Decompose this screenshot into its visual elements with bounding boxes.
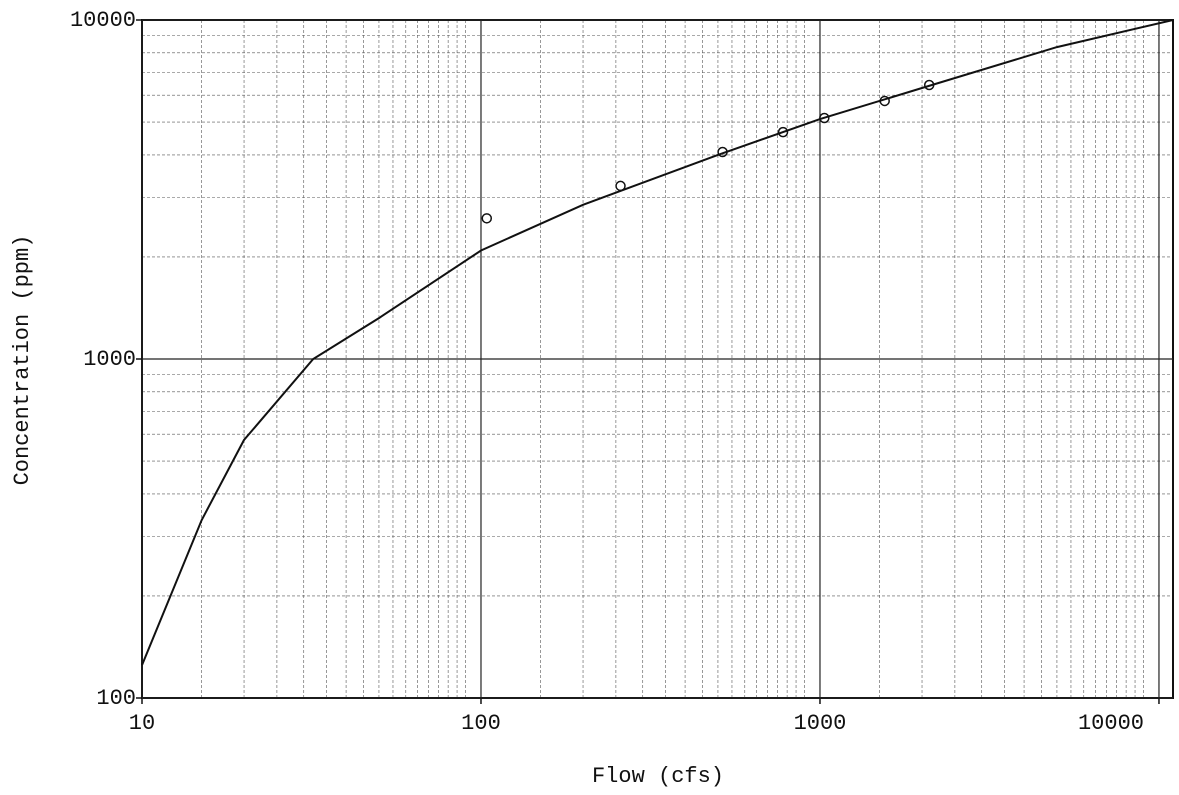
y-tick-label: 10000: [70, 8, 136, 33]
x-tick-label: 10000: [1078, 711, 1144, 736]
y-tick-label: 1000: [83, 347, 136, 372]
x-tick-label: 1000: [794, 711, 847, 736]
y-tick-label: 100: [96, 686, 136, 711]
data-point: [819, 112, 830, 124]
x-tick-label: 10: [129, 711, 155, 736]
data-point: [481, 213, 493, 224]
x-tick-label: 100: [461, 711, 501, 736]
fit-line: [141, 19, 1174, 666]
x-axis-label: Flow (cfs): [592, 764, 724, 789]
data-point: [777, 126, 789, 138]
y-axis-label: Concentration (ppm): [10, 235, 35, 486]
